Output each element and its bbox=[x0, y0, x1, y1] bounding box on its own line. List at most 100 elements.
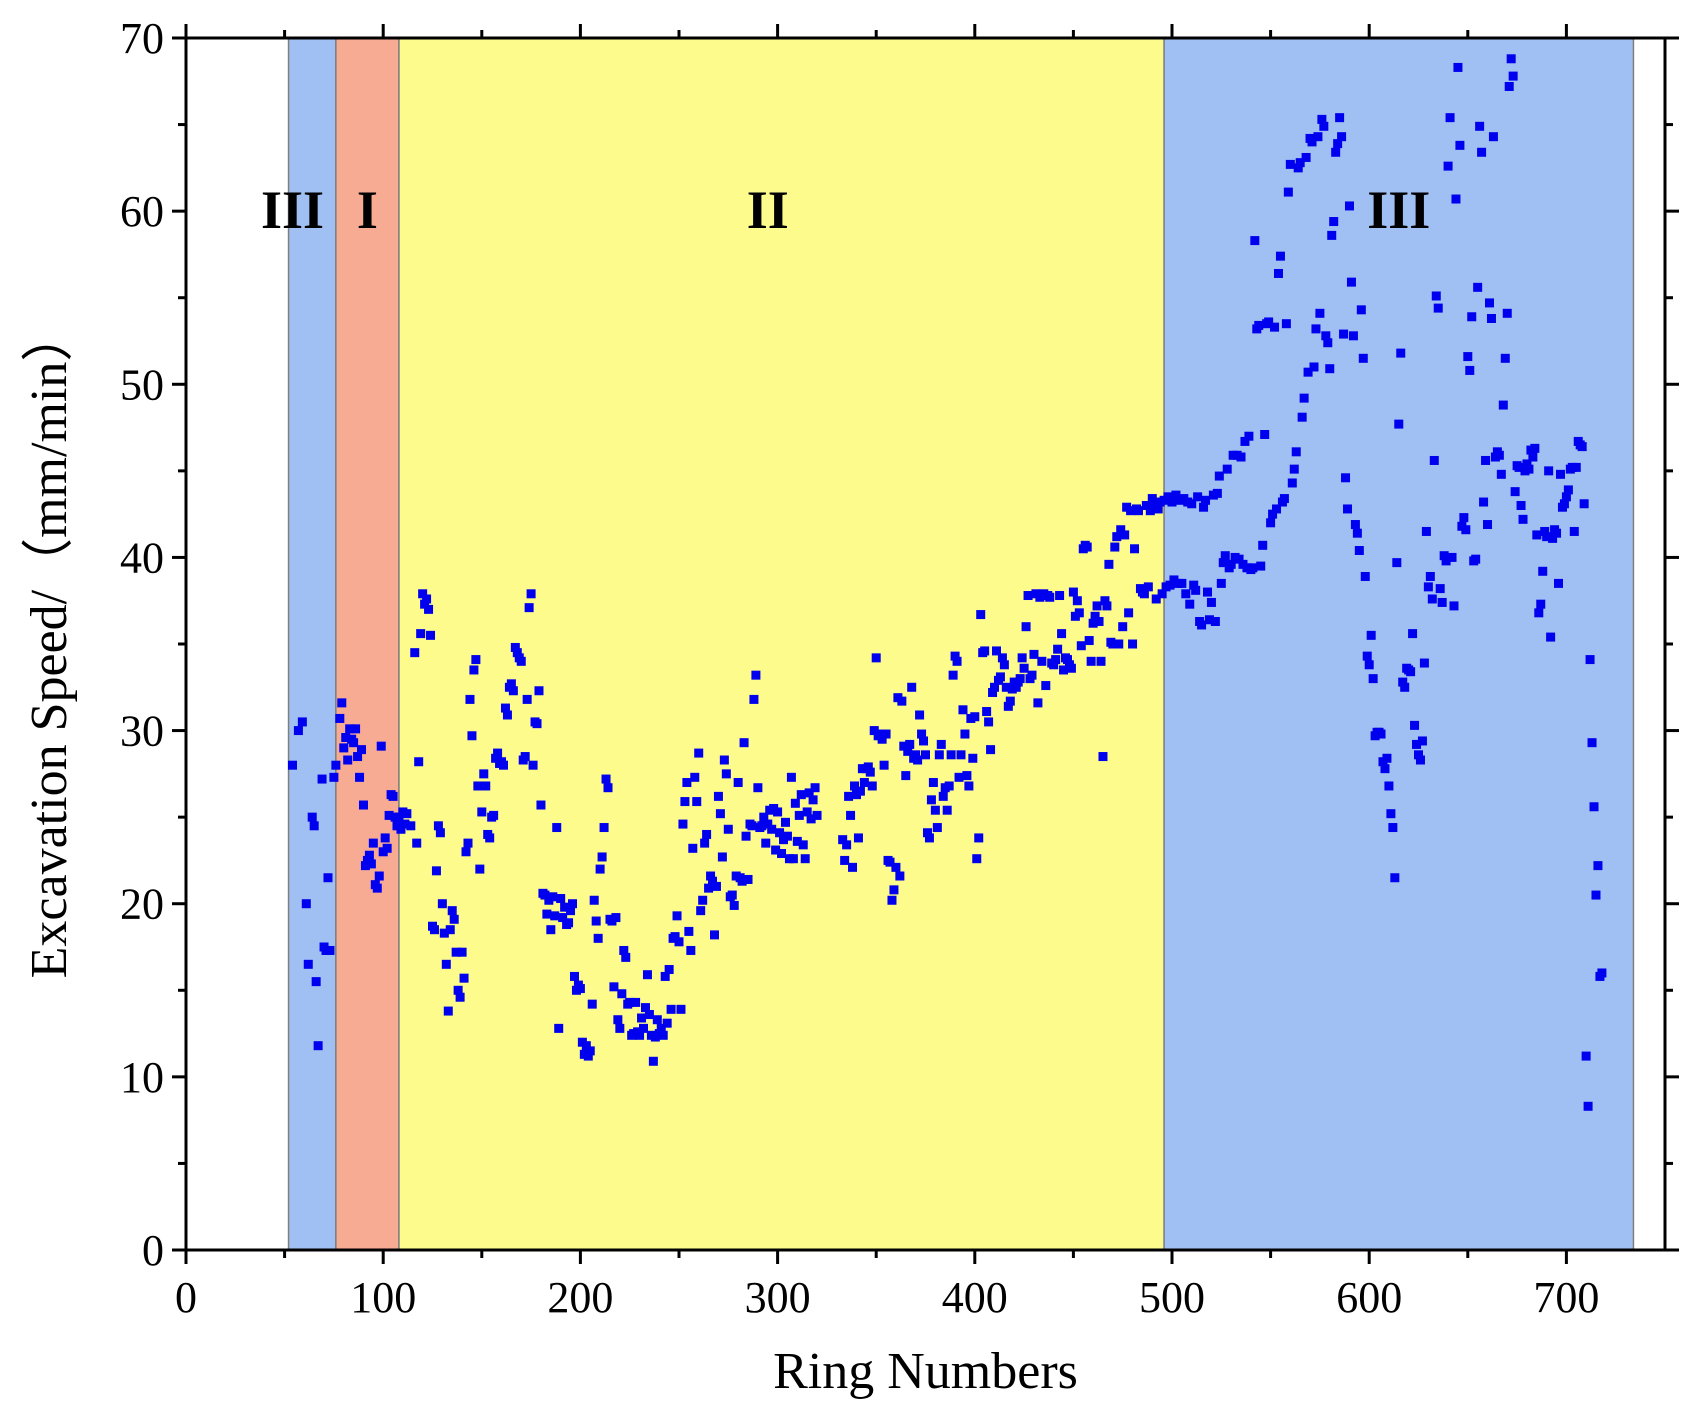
data-point bbox=[357, 745, 367, 755]
data-point bbox=[502, 710, 512, 720]
data-point bbox=[1382, 753, 1392, 763]
x-tick-label: 500 bbox=[1139, 1273, 1205, 1322]
data-point bbox=[1473, 282, 1483, 292]
data-point bbox=[449, 914, 459, 924]
data-point bbox=[479, 769, 489, 779]
data-point bbox=[1275, 251, 1285, 261]
data-point bbox=[1023, 591, 1033, 601]
data-point bbox=[1540, 526, 1550, 536]
data-point bbox=[850, 781, 860, 791]
data-point bbox=[1187, 499, 1197, 509]
data-point bbox=[907, 682, 917, 692]
data-point bbox=[337, 698, 347, 708]
data-point bbox=[1597, 968, 1607, 978]
y-tick-label: 0 bbox=[142, 1226, 164, 1275]
data-point bbox=[1053, 644, 1063, 654]
data-point bbox=[1027, 670, 1037, 680]
data-point bbox=[1376, 729, 1386, 739]
data-point bbox=[747, 821, 757, 831]
data-point bbox=[1220, 551, 1230, 561]
data-point bbox=[771, 845, 781, 855]
data-point bbox=[575, 984, 585, 994]
x-tick-label: 100 bbox=[350, 1273, 416, 1322]
data-point bbox=[999, 660, 1009, 670]
data-point bbox=[1479, 497, 1489, 507]
data-point bbox=[804, 788, 814, 798]
data-point bbox=[1074, 608, 1084, 618]
data-point bbox=[733, 778, 743, 788]
zone-labels: III I II III bbox=[261, 180, 1430, 240]
data-point bbox=[1329, 217, 1339, 227]
data-point bbox=[1268, 509, 1278, 519]
data-point bbox=[556, 894, 566, 904]
data-point bbox=[1001, 682, 1011, 692]
data-point bbox=[542, 909, 552, 919]
data-point bbox=[552, 823, 562, 833]
data-point bbox=[694, 748, 704, 758]
data-point bbox=[715, 809, 725, 819]
data-point bbox=[844, 791, 854, 801]
data-point bbox=[930, 805, 940, 815]
data-point bbox=[601, 774, 611, 784]
data-point bbox=[1415, 755, 1425, 765]
data-point bbox=[1236, 452, 1246, 462]
data-point bbox=[1532, 530, 1542, 540]
data-point bbox=[1090, 611, 1100, 621]
data-point bbox=[723, 824, 733, 834]
data-point bbox=[1453, 62, 1463, 72]
data-point bbox=[944, 781, 954, 791]
data-point bbox=[1143, 582, 1153, 592]
data-point bbox=[1307, 137, 1317, 147]
data-point bbox=[1341, 473, 1351, 483]
data-point bbox=[1471, 554, 1481, 564]
data-point bbox=[585, 1046, 595, 1056]
data-point bbox=[587, 999, 597, 1009]
data-point bbox=[1222, 464, 1232, 474]
data-point bbox=[609, 982, 619, 992]
data-point bbox=[1396, 348, 1406, 358]
data-point bbox=[1475, 121, 1485, 131]
data-point bbox=[1445, 113, 1455, 123]
data-point bbox=[640, 1003, 650, 1013]
data-point bbox=[453, 985, 463, 995]
data-point bbox=[810, 783, 820, 793]
data-point bbox=[1455, 140, 1465, 150]
data-point bbox=[1388, 823, 1398, 833]
data-point bbox=[1356, 305, 1366, 315]
data-point bbox=[366, 859, 376, 869]
y-tick-label: 20 bbox=[120, 880, 164, 929]
data-point bbox=[1423, 582, 1433, 592]
data-point bbox=[1593, 861, 1603, 871]
data-point bbox=[522, 694, 532, 704]
data-point bbox=[1309, 362, 1319, 372]
data-point bbox=[343, 755, 353, 765]
data-point bbox=[911, 750, 921, 760]
data-point bbox=[1433, 303, 1443, 313]
data-point bbox=[954, 772, 964, 782]
data-point bbox=[349, 738, 359, 748]
data-point bbox=[546, 925, 556, 935]
data-point bbox=[1325, 364, 1335, 374]
data-point bbox=[960, 729, 970, 739]
data-point bbox=[700, 838, 710, 848]
data-point bbox=[491, 753, 501, 763]
data-point bbox=[990, 682, 1000, 692]
data-point bbox=[997, 653, 1007, 663]
data-point bbox=[564, 918, 574, 928]
data-point bbox=[698, 895, 708, 905]
data-point bbox=[368, 838, 378, 848]
data-point bbox=[335, 713, 345, 723]
data-point bbox=[1350, 520, 1360, 530]
data-point bbox=[420, 599, 430, 609]
data-point bbox=[426, 630, 436, 640]
data-point bbox=[1287, 478, 1297, 488]
data-point bbox=[792, 836, 802, 846]
data-point bbox=[1102, 601, 1112, 611]
data-point bbox=[374, 871, 384, 881]
data-point bbox=[406, 821, 416, 831]
data-point bbox=[897, 696, 907, 706]
data-point bbox=[1408, 629, 1418, 639]
data-point bbox=[1283, 187, 1293, 197]
data-point bbox=[1167, 497, 1177, 507]
data-point bbox=[1059, 665, 1069, 675]
